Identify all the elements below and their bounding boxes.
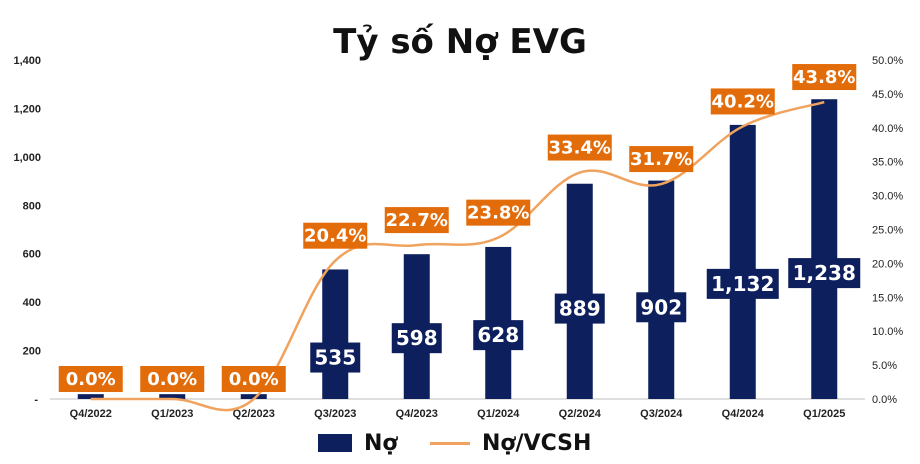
legend-label-no: Nợ <box>364 430 398 456</box>
bar <box>729 124 756 399</box>
bar-label-box <box>391 323 442 354</box>
x-tick-label: Q4/2022 <box>70 408 112 420</box>
x-tick-label: Q3/2023 <box>314 408 356 420</box>
y-right-tick-label: 5.0% <box>872 360 897 372</box>
pct-label-box <box>792 64 857 91</box>
pct-value-label: 22.7% <box>386 210 448 231</box>
y-left-tick-label: 1,400 <box>13 55 41 67</box>
pct-label-box <box>547 134 612 161</box>
legend-label-ratio: Nợ/VCSH <box>482 430 592 456</box>
pct-label-box <box>629 146 694 173</box>
bar <box>566 183 593 399</box>
y-left-tick-label: 1,200 <box>13 103 41 115</box>
bar-label-box <box>706 268 779 299</box>
pct-value-label: 43.8% <box>793 67 855 88</box>
bar <box>322 269 349 399</box>
y-right-tick-label: 15.0% <box>872 292 903 304</box>
y-right-tick-label: 35.0% <box>872 157 903 169</box>
bar-value-label: 535 <box>314 346 356 370</box>
x-tick-label: Q1/2024 <box>477 408 520 420</box>
bar <box>648 180 675 399</box>
y-right-tick-label: 50.0% <box>872 55 903 67</box>
pct-label-box <box>140 366 205 392</box>
pct-label-box <box>221 366 286 392</box>
bar-value-label: 598 <box>396 326 438 350</box>
bar-value-label: 889 <box>559 297 601 321</box>
pct-value-label: 31.7% <box>630 149 692 170</box>
y-right-tick-label: 10.0% <box>872 326 903 338</box>
y-right-tick-label: 40.0% <box>872 123 903 135</box>
y-left-tick-label: 200 <box>23 346 41 358</box>
bar <box>811 99 838 399</box>
y-right-tick-label: 25.0% <box>872 225 903 237</box>
bar <box>240 394 267 399</box>
legend: Nợ Nợ/VCSH <box>0 425 920 461</box>
bar-value-label: 902 <box>640 295 682 319</box>
x-tick-label: Q4/2023 <box>396 408 438 420</box>
bar-label-box <box>310 342 361 373</box>
chart-title: Tỷ số Nợ EVG <box>333 22 587 62</box>
y-left-tick-label: 800 <box>23 200 41 212</box>
y-right-tick-label: 20.0% <box>872 258 903 270</box>
y-right-tick-label: 45.0% <box>872 89 903 101</box>
y-left-tick-label: - <box>34 394 38 406</box>
legend-item-ratio: Nợ/VCSH <box>430 425 591 461</box>
y-left-tick-label: 400 <box>23 297 41 309</box>
pct-value-label: 0.0% <box>66 369 116 390</box>
pct-value-label: 40.2% <box>712 91 774 112</box>
legend-swatch-line <box>430 441 470 445</box>
bar-label-box <box>636 292 687 323</box>
pct-label-box <box>710 88 775 115</box>
x-tick-label: Q4/2024 <box>722 408 765 420</box>
x-tick-label: Q3/2024 <box>640 408 683 420</box>
bar-label-box <box>473 320 524 351</box>
y-left-tick-label: 600 <box>23 249 41 261</box>
y-right-tick-label: 30.0% <box>872 191 903 203</box>
x-tick-label: Q2/2023 <box>233 408 275 420</box>
pct-value-label: 0.0% <box>147 369 197 390</box>
pct-label-box <box>58 366 123 392</box>
y-right-tick-label: 0.0% <box>872 394 897 406</box>
pct-value-label: 23.8% <box>467 203 529 224</box>
pct-value-label: 33.4% <box>549 138 611 159</box>
bar-label-box <box>788 258 861 289</box>
line-series-ratio <box>90 100 825 412</box>
bar-value-label: 1,132 <box>711 272 774 296</box>
x-tick-label: Q2/2024 <box>559 408 602 420</box>
pct-value-label: 0.0% <box>229 369 279 390</box>
pct-label-box <box>466 199 531 226</box>
bar-label-box <box>554 293 605 324</box>
pct-label-box <box>303 222 368 249</box>
bar-value-label: 628 <box>477 323 519 347</box>
pct-value-label: 20.4% <box>304 226 366 247</box>
bar <box>159 394 186 399</box>
y-left-tick-label: 1,000 <box>13 152 41 164</box>
x-tick-label: Q1/2025 <box>803 408 845 420</box>
legend-item-no: Nợ <box>318 425 398 461</box>
x-tick-label: Q1/2023 <box>151 408 193 420</box>
bar <box>77 394 104 399</box>
legend-swatch-bar <box>318 434 352 452</box>
bar-value-label: 1,238 <box>793 261 856 285</box>
pct-label-box <box>384 207 449 234</box>
